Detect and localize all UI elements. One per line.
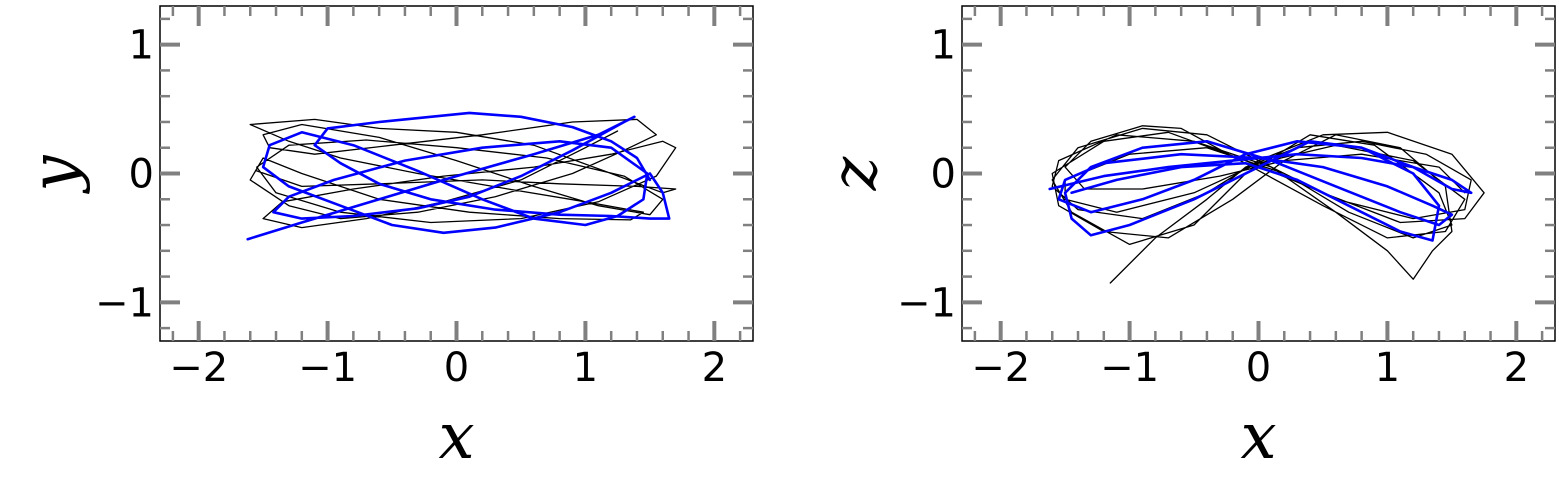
x-axis-label: x [438, 400, 474, 474]
y-tick-label: 1 [129, 23, 154, 69]
x-tick-label: 2 [1504, 345, 1529, 391]
y-axis-label: y [18, 155, 92, 195]
plot-panel-xy: −2 −1 0 1 2 −1 0 1 x y [18, 5, 754, 474]
x-axis-label: x [1240, 400, 1276, 474]
x-tick-label: 1 [573, 345, 598, 391]
y-axis-label: z [818, 155, 892, 191]
y-tick-label: −1 [95, 280, 154, 326]
x-tick-label: −1 [298, 345, 357, 391]
y-tick-label: 0 [129, 152, 154, 198]
x-tick-label: 2 [702, 345, 727, 391]
plot-panel-xz: −2 −1 0 1 2 −1 0 1 x z [818, 5, 1556, 474]
y-tick-label: 1 [931, 23, 956, 69]
x-tick-label: −1 [1100, 345, 1159, 391]
series-line-0 [249, 118, 677, 229]
series-line-1 [246, 111, 671, 241]
y-tick-label: −1 [897, 280, 956, 326]
y-tick-label: 0 [931, 152, 956, 198]
series-line-0 [1051, 125, 1485, 284]
axes-frame [159, 5, 754, 342]
x-tick-label: 1 [1375, 345, 1400, 391]
x-tick-label: 0 [1246, 345, 1271, 391]
x-tick-label: −2 [971, 345, 1030, 391]
axes-frame [961, 5, 1556, 342]
series-line-1 [1048, 140, 1473, 242]
x-tick-label: 0 [444, 345, 469, 391]
x-tick-label: −2 [169, 345, 228, 391]
